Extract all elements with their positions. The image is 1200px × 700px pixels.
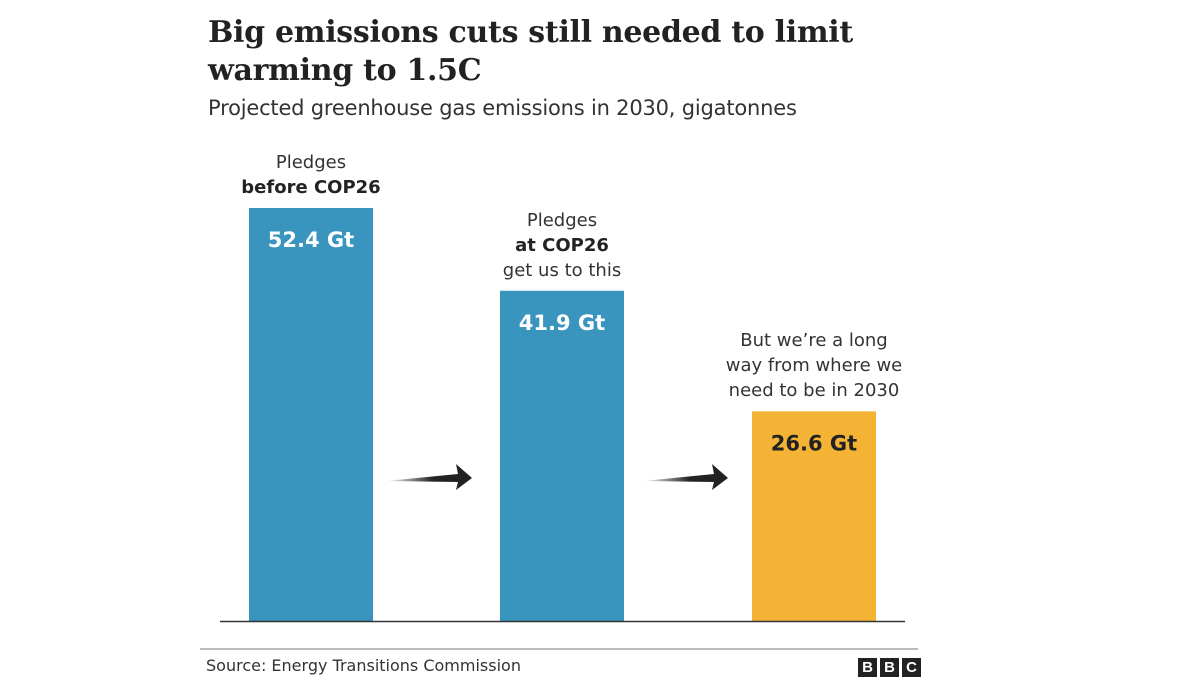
- bar-annotation: Pledges before COP26: [201, 150, 421, 200]
- annotation-line: before COP26: [241, 177, 381, 198]
- bar: [249, 208, 373, 621]
- annotation-line: need to be in 2030: [728, 380, 900, 402]
- arrow-right-icon: [643, 464, 728, 490]
- bar-annotation: Pledges at COP26 get us to this: [452, 208, 672, 283]
- bar-annotation: But we’re a long way from where we need to…: [704, 328, 924, 403]
- footer-divider: [200, 648, 918, 650]
- bbc-logo: B B C: [858, 658, 921, 677]
- bar-value-label: 41.9 Gt: [519, 311, 605, 335]
- bar: [752, 411, 876, 621]
- arrow-right-icon: [386, 464, 472, 490]
- bbc-logo-letter: C: [902, 658, 921, 677]
- annotation-line: get us to this: [502, 259, 622, 281]
- chart-subtitle: Projected greenhouse gas emissions in 20…: [208, 96, 797, 120]
- bar: [500, 290, 624, 621]
- bbc-logo-letter: B: [880, 658, 899, 677]
- source-note: Source: Energy Transitions Commission: [206, 656, 521, 675]
- annotation-line: at COP26: [515, 234, 609, 256]
- bar-value-label: 26.6 Gt: [771, 431, 857, 455]
- chart-title: Big emissions cuts still needed to limit…: [208, 15, 853, 88]
- annotation-line: Pledges: [275, 152, 347, 173]
- annotation-line: way from where we: [725, 355, 903, 377]
- bbc-logo-letter: B: [858, 658, 877, 677]
- annotation-line: But we’re a long: [740, 330, 888, 352]
- annotation-line: Pledges: [526, 209, 598, 231]
- bar-value-label: 52.4 Gt: [268, 228, 354, 252]
